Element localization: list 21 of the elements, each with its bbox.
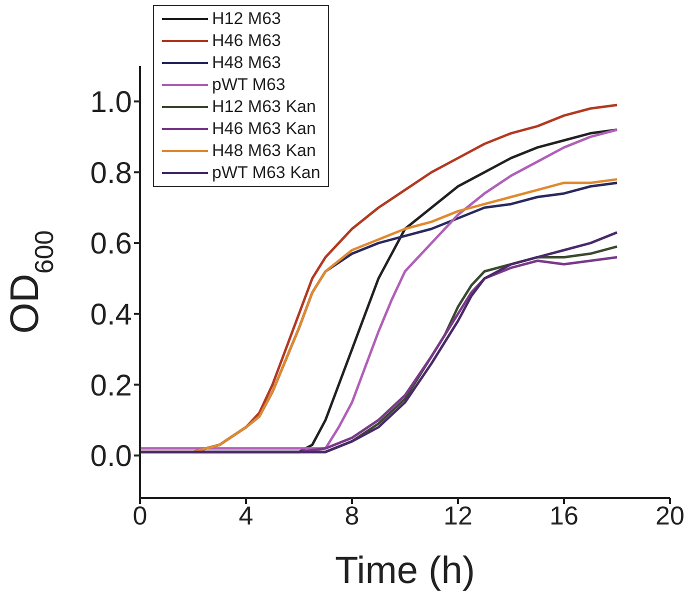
legend-label: H48 M63 Kan bbox=[212, 140, 316, 162]
x-tick-label: 20 bbox=[656, 500, 684, 530]
x-tick-label: 0 bbox=[132, 500, 148, 530]
x-tick-label: 4 bbox=[238, 500, 254, 530]
y-tick-label: 0.2 bbox=[90, 369, 132, 402]
x-tick-label: 8 bbox=[344, 500, 360, 530]
legend-label: H12 M63 Kan bbox=[212, 96, 316, 118]
legend-label: pWT M63 bbox=[212, 74, 286, 96]
y-tick-label: 0.4 bbox=[90, 298, 132, 332]
x-tick-label: 16 bbox=[550, 500, 578, 530]
legend-label: H48 M63 bbox=[212, 52, 281, 74]
legend-label: pWT M63 Kan bbox=[212, 162, 320, 184]
legend-label: H46 M63 Kan bbox=[212, 118, 316, 140]
y-tick-label: 0.6 bbox=[90, 228, 132, 261]
x-tick-label: 12 bbox=[444, 500, 472, 530]
y-tick-label: 0.8 bbox=[90, 156, 132, 190]
legend-label: H46 M63 bbox=[212, 30, 281, 52]
y-tick-label: 1.0 bbox=[90, 86, 132, 120]
x-axis-title: Time (h) bbox=[334, 550, 476, 592]
y-tick-label: 0.0 bbox=[90, 440, 132, 474]
legend-label: H12 M63 bbox=[212, 8, 281, 30]
